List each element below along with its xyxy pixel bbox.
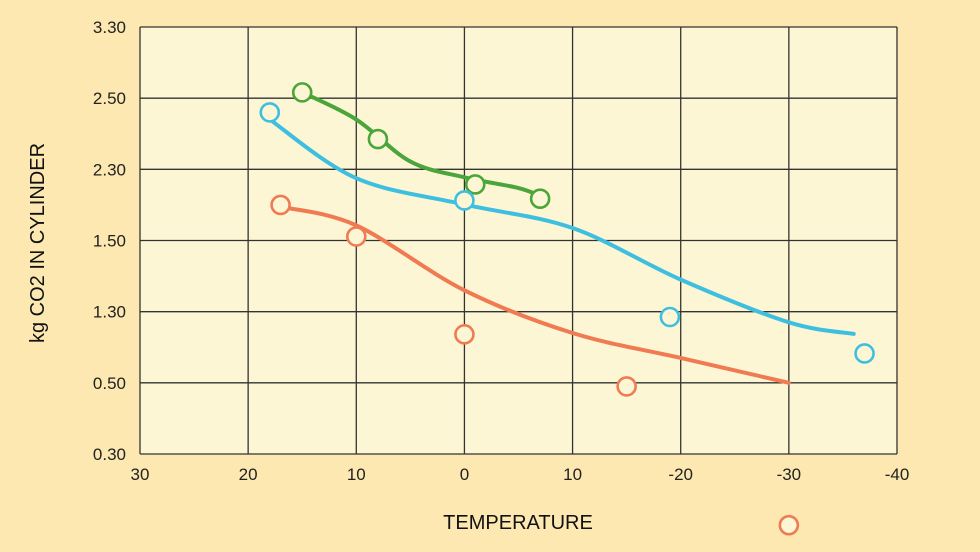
series-line-3 (278, 204, 791, 385)
y-tick-label: 2.30 (93, 160, 126, 179)
grid (139, 26, 898, 455)
data-point (291, 82, 313, 103)
series-line-1 (300, 90, 543, 199)
x-tick-label: -30 (777, 465, 802, 484)
y-tick-label: 1.50 (93, 232, 126, 251)
series-lines (267, 90, 856, 385)
x-tick-label: -20 (668, 465, 693, 484)
data-point (259, 102, 281, 123)
data-point (778, 514, 800, 536)
data-point (659, 306, 681, 328)
x-tick-label: 0 (460, 465, 469, 484)
y-axis-title: kg CO2 IN CYLINDER (27, 143, 49, 343)
series-points (259, 82, 875, 536)
data-point (616, 376, 637, 397)
x-tick-label: 20 (239, 465, 258, 484)
y-tick-label: 3.30 (93, 18, 126, 37)
data-point (345, 226, 367, 247)
y-tick-label: 1.30 (93, 303, 126, 322)
y-tick-label: 2.50 (93, 89, 126, 108)
x-tick-label: -40 (885, 465, 910, 484)
data-point (854, 343, 875, 364)
data-point (454, 324, 475, 345)
x-tick-label: 30 (131, 465, 150, 484)
y-tick-label: 0.50 (93, 374, 126, 393)
x-tick-label: 10 (347, 465, 366, 484)
y-tick-label: 0.30 (93, 445, 126, 464)
x-tick-labels: 30 20 10 0 10 -20 -30 -40 (131, 465, 910, 484)
x-tick-label: 10 (563, 465, 582, 484)
data-point (270, 194, 291, 216)
data-point (367, 128, 389, 150)
series-line-2 (267, 117, 856, 336)
y-tick-labels: 3.30 2.50 2.30 1.50 1.30 0.50 0.30 (93, 18, 126, 464)
data-point (454, 190, 475, 211)
data-point (529, 188, 551, 209)
data-point (464, 174, 486, 195)
x-axis-title: TEMPERATURE (443, 512, 593, 534)
